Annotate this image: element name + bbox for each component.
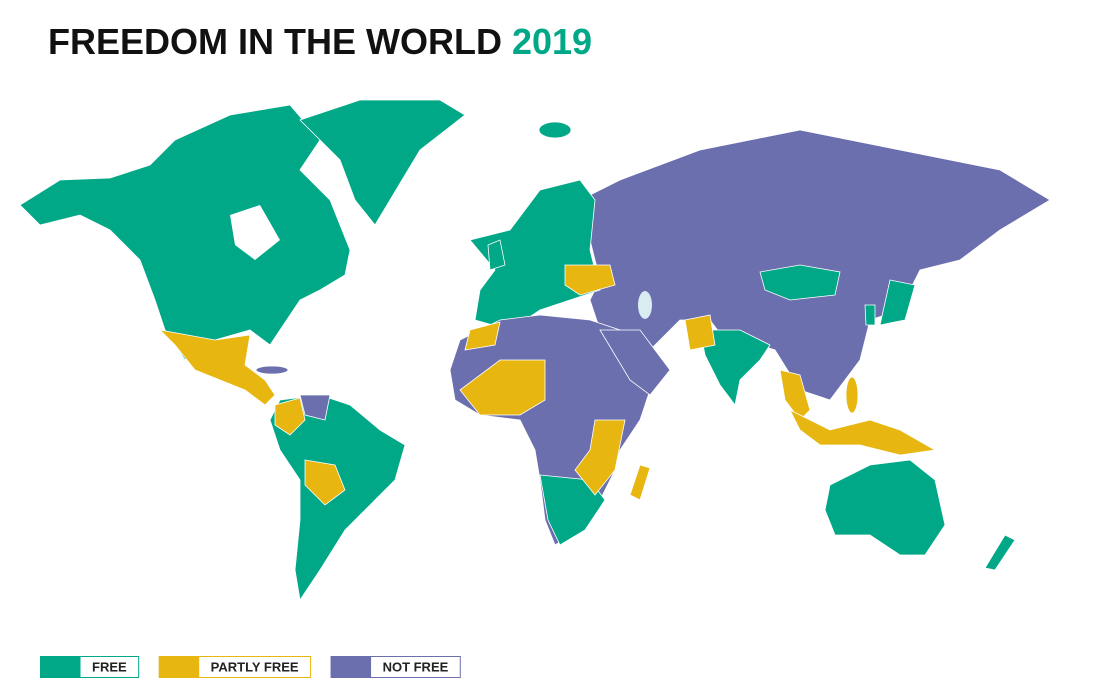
bolivia xyxy=(304,459,346,506)
title-year: 2019 xyxy=(512,21,592,62)
legend-swatch xyxy=(158,656,199,678)
west-africa xyxy=(459,359,546,416)
greenland xyxy=(299,99,466,226)
cuba xyxy=(255,365,289,375)
arabia xyxy=(599,329,671,396)
hudson-bay xyxy=(230,205,280,260)
legend: FREE PARTLY FREE NOT FREE xyxy=(40,656,461,678)
myanmar xyxy=(779,369,811,421)
morocco xyxy=(464,321,501,351)
north-america xyxy=(19,104,351,361)
south-america xyxy=(269,394,406,602)
new-zealand xyxy=(984,534,1016,571)
mongolia xyxy=(759,264,841,301)
indonesia xyxy=(789,409,937,456)
venezuela xyxy=(299,394,331,421)
legend-swatch xyxy=(40,656,80,678)
philippines xyxy=(845,376,859,414)
legend-box xyxy=(198,656,312,678)
landmasses xyxy=(19,99,1051,602)
legend-box xyxy=(79,656,140,678)
legend-label: PARTLY FREE xyxy=(211,659,299,674)
legend-label: NOT FREE xyxy=(383,659,449,674)
australia xyxy=(824,459,946,556)
east-africa xyxy=(574,419,626,496)
ukraine xyxy=(564,264,616,296)
europe xyxy=(469,179,601,331)
caspian-sea xyxy=(638,291,652,319)
legend-label: FREE xyxy=(92,659,127,674)
korea xyxy=(864,304,876,326)
title: FREEDOM IN THE WORLD 2019 xyxy=(48,21,592,62)
britain xyxy=(487,239,506,271)
india xyxy=(699,329,771,406)
title-text: FREEDOM IN THE WORLD xyxy=(48,21,502,62)
madagascar xyxy=(629,464,651,501)
colombia xyxy=(274,397,306,436)
japan xyxy=(879,279,916,326)
central-america xyxy=(158,329,276,406)
legend-box xyxy=(370,656,461,678)
iceland xyxy=(538,121,572,139)
pakistan xyxy=(684,314,716,351)
legend-swatch xyxy=(330,656,371,678)
